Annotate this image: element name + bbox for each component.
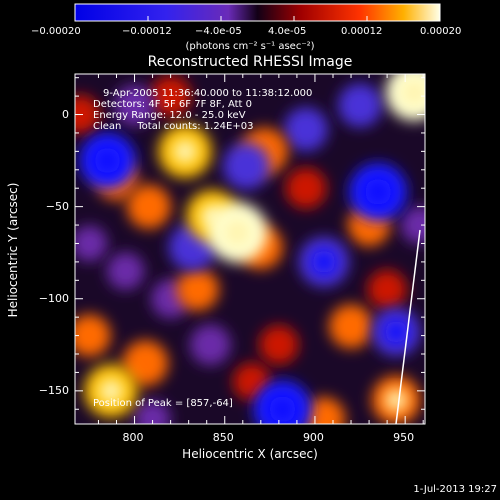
colorbar-tick-label: 0.00012 xyxy=(341,26,383,37)
annotation-time: 9-Apr-2005 11:36:40.000 to 11:38:12.000 xyxy=(103,88,313,99)
heatmap-blob xyxy=(176,268,219,311)
chart-title: Reconstructed RHESSI Image xyxy=(147,54,353,70)
colorbar-tick-label: −4.0e-05 xyxy=(195,26,242,37)
y-tick-label: −100 xyxy=(38,291,69,305)
heatmap-blob xyxy=(122,340,169,387)
heatmap-blob-core xyxy=(223,218,251,246)
heatmap-blob xyxy=(302,397,346,424)
heatmap-blob xyxy=(259,325,299,365)
y-tick-label: −150 xyxy=(38,383,69,397)
heatmap-blob xyxy=(367,269,407,310)
heatmap-blob xyxy=(126,184,171,229)
y-tick-label: −50 xyxy=(45,199,69,213)
heatmap-blob-core xyxy=(172,139,198,164)
heatmap-blob xyxy=(75,94,101,135)
heatmap-blob-core xyxy=(385,320,408,343)
heatmap-blob xyxy=(114,84,155,126)
heatmap-blob xyxy=(285,167,327,209)
annotation-energy: Energy Range: 12.0 - 25.0 keV xyxy=(93,110,246,121)
heatmap-blob xyxy=(150,75,192,117)
y-axis-label: Heliocentric Y (arcsec) xyxy=(6,182,20,318)
colorbar xyxy=(74,3,441,22)
colorbar-tick-label: 0.00020 xyxy=(420,26,462,37)
annotation-detectors: Detectors: 4F 5F 6F 7F 8F, Att 0 xyxy=(93,99,253,110)
heatmap-blob xyxy=(75,225,108,262)
colorbar-tick-label: −0.00020 xyxy=(31,26,81,37)
heatmap-blob xyxy=(338,83,383,128)
heatmap-blob xyxy=(222,142,270,190)
plot-area xyxy=(75,74,425,424)
annotation-clean: Clean Total counts: 1.24E+03 xyxy=(93,121,254,132)
colorbar-tick-label: −0.00012 xyxy=(122,26,172,37)
plot-frame xyxy=(74,73,426,425)
x-tick-label: 950 xyxy=(393,431,415,444)
heatmap-blob-core xyxy=(385,389,408,412)
y-tick-label: 0 xyxy=(62,107,69,121)
colorbar-units: (photons cm⁻² s⁻¹ asec⁻²) xyxy=(185,41,315,52)
heatmap-blob-core xyxy=(99,378,124,403)
colorbar-ticks xyxy=(74,16,441,21)
heatmap-blob xyxy=(283,107,328,152)
heatmap-blob-core xyxy=(94,147,121,174)
heatmap-blob-core xyxy=(269,396,296,423)
heatmap-blob xyxy=(75,314,111,357)
heatmap-blob xyxy=(329,304,374,349)
footer-timestamp: 1-Jul-2013 19:27 xyxy=(413,484,497,495)
x-axis-label: Heliocentric X (arcsec) xyxy=(182,447,318,461)
heatmap-blob-core xyxy=(312,250,336,274)
annotation-peak: Position of Peak = [857,-64] xyxy=(93,398,233,409)
heatmap-blob xyxy=(106,252,145,290)
axis-ticks xyxy=(75,74,425,424)
heatmap-blob-core xyxy=(401,79,425,106)
limb-line xyxy=(395,229,421,425)
heatmap-blob xyxy=(134,400,171,424)
colorbar-tick-label: 4.0e-05 xyxy=(268,26,307,37)
x-tick-label: 850 xyxy=(212,431,234,444)
solar-limb-line xyxy=(395,229,421,425)
x-tick-label: 900 xyxy=(302,431,324,444)
heatmap-blob xyxy=(189,324,231,366)
heatmap-blob-core xyxy=(364,178,392,206)
x-tick-label: 800 xyxy=(122,431,144,444)
